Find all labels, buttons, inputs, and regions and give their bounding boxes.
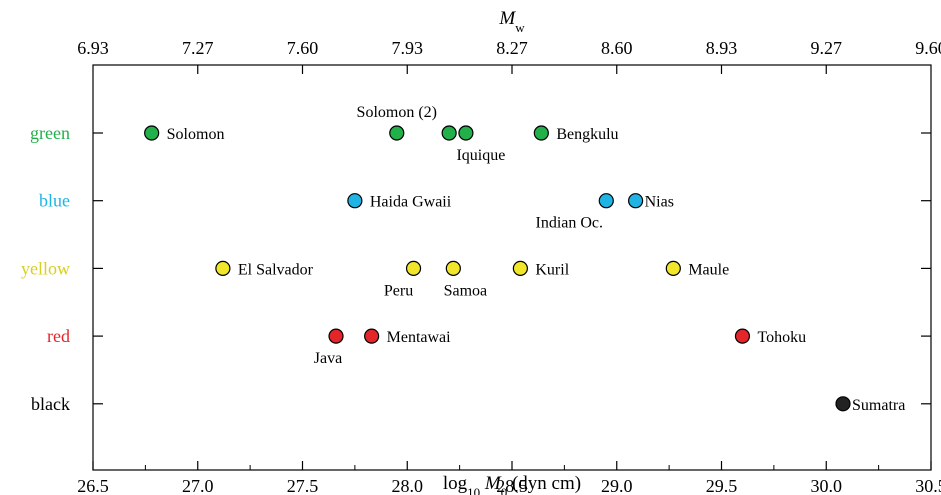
point-marker [364, 328, 380, 344]
top-tick-label: 8.60 [601, 38, 633, 58]
point-marker [512, 260, 528, 276]
point-marker [835, 396, 851, 412]
point-marker [445, 260, 461, 276]
top-axis: 6.93 7.27 7.60 7.93 8.27 8.60 8.93 9.27 9.60 [77, 38, 941, 58]
point-label: Solomon (2) [357, 104, 437, 121]
point-label: Samoa [444, 282, 488, 299]
top-tick-label: 6.93 [77, 38, 109, 58]
point-marker [389, 125, 405, 141]
point-marker [144, 125, 160, 141]
top-tick-label: 9.60 [915, 38, 941, 58]
point-label: Tohoku [757, 329, 806, 346]
point-marker [628, 193, 644, 209]
bottom-tick-label: 30.5 [915, 476, 941, 495]
top-axis-title: Mw [498, 8, 525, 35]
point-label: Mentawai [387, 329, 452, 346]
top-tick-label: 7.93 [392, 38, 424, 58]
bottom-tick-label: 27.5 [287, 476, 319, 495]
bottom-tick-label: 28.5 [496, 476, 528, 495]
top-tick-label: 7.27 [182, 38, 214, 58]
bottom-tick-label: 27.0 [182, 476, 214, 495]
point-label: Iquique [456, 147, 505, 164]
category-axis: green blue yellow red black [21, 123, 931, 414]
bottom-tick-label: 28.0 [392, 476, 424, 495]
top-tick-label: 8.27 [496, 38, 528, 58]
point-label: El Salvador [238, 261, 314, 278]
point-marker [441, 125, 457, 141]
point-label: Nias [645, 194, 674, 211]
category-label-green: green [30, 123, 70, 143]
point-label: Maule [688, 261, 729, 278]
top-tick-label: 9.27 [811, 38, 843, 58]
point-label: Kuril [535, 261, 569, 278]
point-marker [328, 328, 344, 344]
category-label-blue: blue [39, 191, 70, 211]
point-marker [734, 328, 751, 344]
category-label-yellow: yellow [21, 258, 70, 278]
point-label: Solomon [167, 126, 225, 143]
bottom-tick-label: 26.5 [77, 476, 109, 495]
point-marker [458, 125, 474, 141]
point-label: Bengkulu [556, 126, 618, 143]
bottom-axis: 26.5 27.0 27.5 28.0 28.5 29.0 29.5 30.0 30.5 [77, 65, 941, 495]
top-tick-label: 7.60 [287, 38, 319, 58]
x-axis-title: log10 M0 (dyn cm) [443, 473, 581, 495]
bottom-tick-label: 29.5 [706, 476, 738, 495]
point-marker [347, 193, 363, 209]
bottom-tick-label: 29.0 [601, 476, 633, 495]
category-label-black: black [31, 394, 70, 414]
point-marker [665, 260, 681, 276]
point-label: Java [314, 350, 342, 367]
point-label: Peru [384, 282, 413, 299]
point-marker [215, 260, 231, 276]
point-label: Sumatra [852, 397, 905, 414]
point-marker [598, 193, 614, 209]
top-tick-label: 8.93 [706, 38, 738, 58]
bottom-tick-label: 30.0 [811, 476, 843, 495]
data-points: Solomon Solomon (2) Iquique Bengkulu Haida G… [144, 104, 905, 414]
point-label: Haida Gwaii [370, 194, 452, 211]
point-marker [405, 260, 422, 276]
point-marker [533, 125, 549, 141]
category-label-red: red [47, 326, 70, 346]
point-label: Indian Oc. [536, 215, 604, 232]
